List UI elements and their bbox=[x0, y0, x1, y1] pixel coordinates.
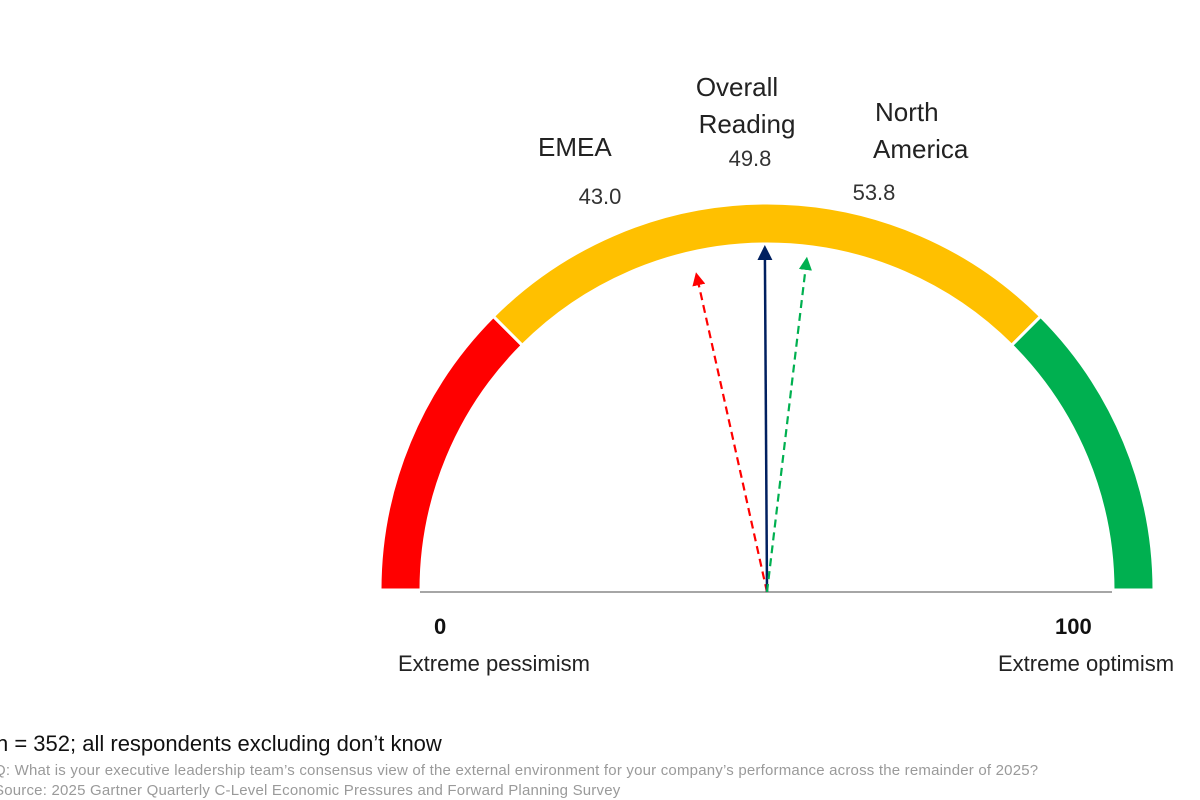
gauge-labels: EMEA 43.0 Overall Reading 49.8 North Ame… bbox=[398, 72, 1174, 676]
reading-name-overall-line1: Overall bbox=[696, 72, 778, 102]
gauge-segment-2 bbox=[1009, 314, 1156, 592]
reading-value-overall: 49.8 bbox=[729, 146, 772, 171]
gauge-segments bbox=[378, 201, 1156, 592]
gauge-segment-1 bbox=[491, 201, 1043, 348]
needle-north-america bbox=[765, 256, 812, 593]
reading-name-north-america-line2: America bbox=[873, 134, 969, 164]
reading-name-north-america-line1: North bbox=[875, 97, 939, 127]
footnote-source: Source: 2025 Gartner Quarterly C-Level E… bbox=[0, 782, 621, 799]
reading-name-overall-line2: Reading bbox=[699, 109, 796, 139]
needle-emea bbox=[692, 272, 769, 593]
scale-max-label: 100 bbox=[1055, 614, 1092, 639]
reading-value-north-america: 53.8 bbox=[853, 180, 896, 205]
gauge-segment-0 bbox=[378, 314, 525, 592]
reading-value-emea: 43.0 bbox=[579, 184, 622, 209]
gauge-arrows bbox=[692, 245, 812, 593]
scale-max-caption: Extreme optimism bbox=[998, 651, 1174, 676]
scale-min-label: 0 bbox=[434, 614, 446, 639]
needle-overall-reading bbox=[757, 245, 773, 593]
scale-min-caption: Extreme pessimism bbox=[398, 651, 590, 676]
reading-name-emea: EMEA bbox=[538, 132, 612, 162]
footnote-base: n = 352; all respondents excluding don’t… bbox=[0, 731, 442, 756]
footnote-question: Q: What is your executive leadership tea… bbox=[0, 762, 1039, 779]
gauge-chart: EMEA 43.0 Overall Reading 49.8 North Ame… bbox=[378, 72, 1174, 676]
